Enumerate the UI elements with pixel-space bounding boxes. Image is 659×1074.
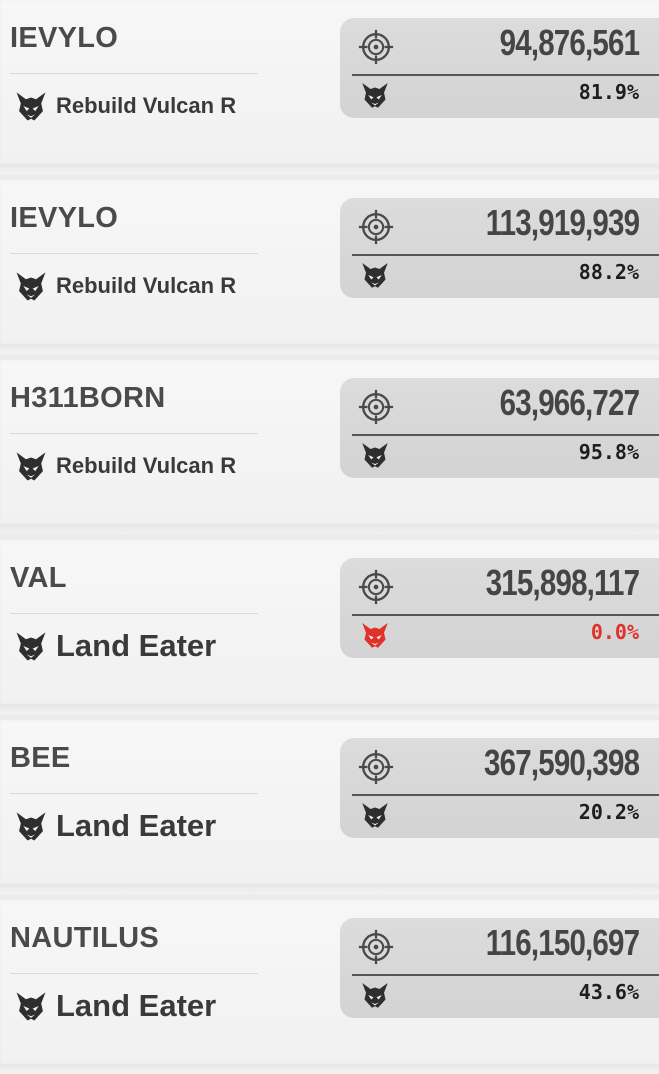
divider xyxy=(10,973,258,974)
divider xyxy=(352,434,659,436)
boss-hp-percent: 88.2% xyxy=(578,260,639,284)
boss-name: Rebuild Vulcan R xyxy=(56,273,237,298)
boss-name: Rebuild Vulcan R xyxy=(56,453,237,478)
damage-panel: 116,150,697 43.6% xyxy=(340,918,659,1018)
damage-value: 63,966,727 xyxy=(499,382,639,423)
player-name: IEVYLO xyxy=(10,22,119,54)
player-name: H311BORN xyxy=(10,382,166,414)
boss-info: Rebuild Vulcan R xyxy=(14,86,236,126)
crosshair-target-icon xyxy=(357,208,395,246)
boss-hp-percent: 81.9% xyxy=(578,80,639,104)
list-item[interactable]: NAUTILUS Land Eater 116,150,697 43.6% xyxy=(0,900,659,1074)
player-name: VAL xyxy=(10,562,67,594)
boss-hp-percent: 95.8% xyxy=(578,440,639,464)
demon-mask-icon xyxy=(14,449,48,483)
boss-hp-percent: 0.0% xyxy=(590,620,639,644)
list-item[interactable]: BEE Land Eater 367,590,398 20.2% xyxy=(0,720,659,894)
divider xyxy=(10,253,258,254)
demon-mask-icon xyxy=(14,629,48,663)
boss-hp-percent: 43.6% xyxy=(578,980,639,1004)
demon-mask-icon xyxy=(14,809,48,843)
demon-mask-icon xyxy=(14,989,48,1023)
list-item[interactable]: H311BORN Rebuild Vulcan R 63,966,727 95.… xyxy=(0,360,659,534)
divider xyxy=(352,974,659,976)
demon-mask-icon xyxy=(14,89,48,123)
divider xyxy=(10,433,258,434)
damage-value: 94,876,561 xyxy=(499,22,639,63)
divider xyxy=(352,74,659,76)
boss-info: Rebuild Vulcan R xyxy=(14,446,236,486)
damage-panel: 113,919,939 88.2% xyxy=(340,198,659,298)
boss-name: Land Eater xyxy=(56,628,217,663)
boss-info: Land Eater xyxy=(14,806,216,846)
damage-value: 315,898,117 xyxy=(485,562,639,603)
boss-name: Land Eater xyxy=(56,808,217,843)
boss-info: Land Eater xyxy=(14,986,216,1026)
player-name: NAUTILUS xyxy=(10,922,159,954)
divider xyxy=(10,613,258,614)
player-name: IEVYLO xyxy=(10,202,119,234)
list-item[interactable]: IEVYLO Rebuild Vulcan R 113,919,939 88.2… xyxy=(0,180,659,354)
crosshair-target-icon xyxy=(357,928,395,966)
damage-panel: 315,898,117 0.0% xyxy=(340,558,659,658)
divider xyxy=(352,614,659,616)
boss-info: Land Eater xyxy=(14,626,216,666)
demon-mask-icon xyxy=(360,800,390,830)
damage-panel: 94,876,561 81.9% xyxy=(340,18,659,118)
demon-mask-icon xyxy=(360,260,390,290)
boss-name: Land Eater xyxy=(56,988,217,1023)
boss-hp-percent: 20.2% xyxy=(578,800,639,824)
crosshair-target-icon xyxy=(357,28,395,66)
crosshair-target-icon xyxy=(357,568,395,606)
damage-value: 116,150,697 xyxy=(485,922,639,963)
damage-panel: 367,590,398 20.2% xyxy=(340,738,659,838)
demon-mask-icon xyxy=(360,80,390,110)
demon-mask-icon xyxy=(14,269,48,303)
divider xyxy=(10,73,258,74)
demon-mask-icon xyxy=(360,620,390,650)
divider xyxy=(352,794,659,796)
damage-value: 367,590,398 xyxy=(483,742,640,783)
crosshair-target-icon xyxy=(357,388,395,426)
divider xyxy=(352,254,659,256)
boss-name: Rebuild Vulcan R xyxy=(56,93,237,118)
demon-mask-icon xyxy=(360,980,390,1010)
demon-mask-icon xyxy=(360,440,390,470)
list-item[interactable]: IEVYLO Rebuild Vulcan R 94,876,561 81.9% xyxy=(0,0,659,174)
divider xyxy=(10,793,258,794)
player-name: BEE xyxy=(10,742,71,774)
damage-panel: 63,966,727 95.8% xyxy=(340,378,659,478)
boss-info: Rebuild Vulcan R xyxy=(14,266,236,306)
list-item[interactable]: VAL Land Eater 315,898,117 0.0% xyxy=(0,540,659,714)
crosshair-target-icon xyxy=(357,748,395,786)
damage-value: 113,919,939 xyxy=(485,202,639,243)
